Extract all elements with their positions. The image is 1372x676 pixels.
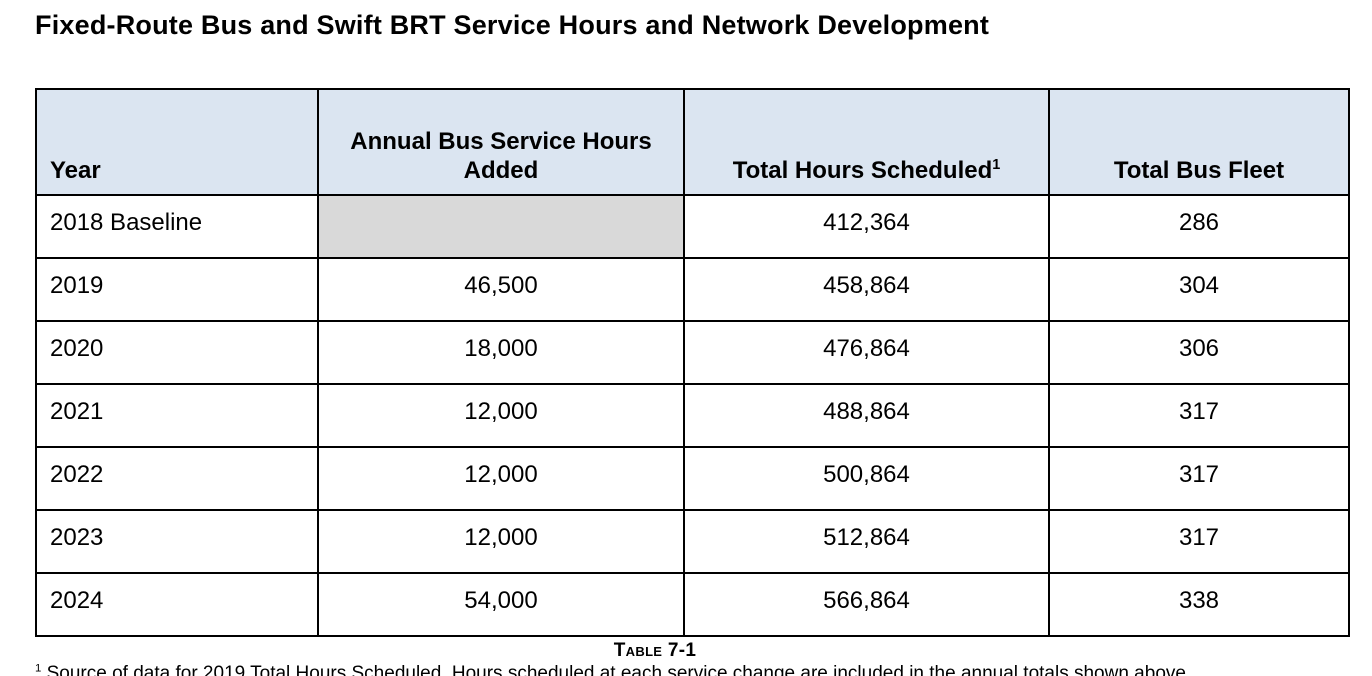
footnote-superscript: 1 — [35, 662, 42, 675]
column-header-hours-added: Annual Bus Service Hours Added — [317, 88, 685, 196]
table-row: 2023 12,000 512,864 317 — [35, 509, 1350, 574]
cell-total-hours: 512,864 — [683, 509, 1050, 574]
cell-fleet: 286 — [1048, 194, 1350, 259]
column-header-year-label: Year — [50, 157, 101, 185]
column-header-year: Year — [35, 88, 319, 196]
cell-hours-added: 12,000 — [317, 383, 685, 448]
cell-hours-added: 18,000 — [317, 320, 685, 385]
cell-fleet: 317 — [1048, 509, 1350, 574]
cell-hours-added-empty — [317, 194, 685, 259]
cell-total-hours: 476,864 — [683, 320, 1050, 385]
cell-year: 2019 — [35, 257, 319, 322]
footnote-marker: 1 — [992, 157, 1001, 174]
cell-fleet: 306 — [1048, 320, 1350, 385]
cell-year: 2021 — [35, 383, 319, 448]
cell-year: 2024 — [35, 572, 319, 637]
cell-hours-added: 46,500 — [317, 257, 685, 322]
service-hours-table: Year Annual Bus Service Hours Added Tota… — [35, 88, 1350, 637]
footnote-text-clipped: 1 Source of data for 2019 Total Hours Sc… — [35, 662, 1335, 676]
cell-total-hours: 412,364 — [683, 194, 1050, 259]
table-row: 2021 12,000 488,864 317 — [35, 383, 1350, 448]
column-header-total-hours: Total Hours Scheduled1 — [683, 88, 1050, 196]
cell-fleet: 338 — [1048, 572, 1350, 637]
cell-fleet: 317 — [1048, 446, 1350, 511]
cell-year: 2023 — [35, 509, 319, 574]
page-title: Fixed-Route Bus and Swift BRT Service Ho… — [35, 10, 990, 40]
cell-year: 2022 — [35, 446, 319, 511]
column-header-total-fleet-label: Total Bus Fleet — [1113, 157, 1285, 185]
cell-hours-added: 54,000 — [317, 572, 685, 637]
cell-total-hours: 566,864 — [683, 572, 1050, 637]
cell-fleet: 304 — [1048, 257, 1350, 322]
table-row: 2018 Baseline 412,364 286 — [35, 194, 1350, 259]
table-header-row: Year Annual Bus Service Hours Added Tota… — [35, 88, 1350, 196]
column-header-total-hours-label: Total Hours Scheduled — [732, 157, 993, 185]
cell-hours-added: 12,000 — [317, 509, 685, 574]
cell-year: 2020 — [35, 320, 319, 385]
cell-fleet: 317 — [1048, 383, 1350, 448]
cell-total-hours: 458,864 — [683, 257, 1050, 322]
footnote-body: Source of data for 2019 Total Hours Sche… — [41, 663, 1192, 676]
cell-hours-added: 12,000 — [317, 446, 685, 511]
column-header-hours-added-label: Annual Bus Service Hours Added — [350, 128, 652, 185]
cell-year: 2018 Baseline — [35, 194, 319, 259]
table-row: 2022 12,000 500,864 317 — [35, 446, 1350, 511]
table-row: 2020 18,000 476,864 306 — [35, 320, 1350, 385]
cell-total-hours: 500,864 — [683, 446, 1050, 511]
table-row: 2024 54,000 566,864 338 — [35, 572, 1350, 637]
cell-total-hours: 488,864 — [683, 383, 1050, 448]
table-caption: Table 7-1 — [613, 640, 697, 661]
table-row: 2019 46,500 458,864 304 — [35, 257, 1350, 322]
column-header-total-fleet: Total Bus Fleet — [1048, 88, 1350, 196]
